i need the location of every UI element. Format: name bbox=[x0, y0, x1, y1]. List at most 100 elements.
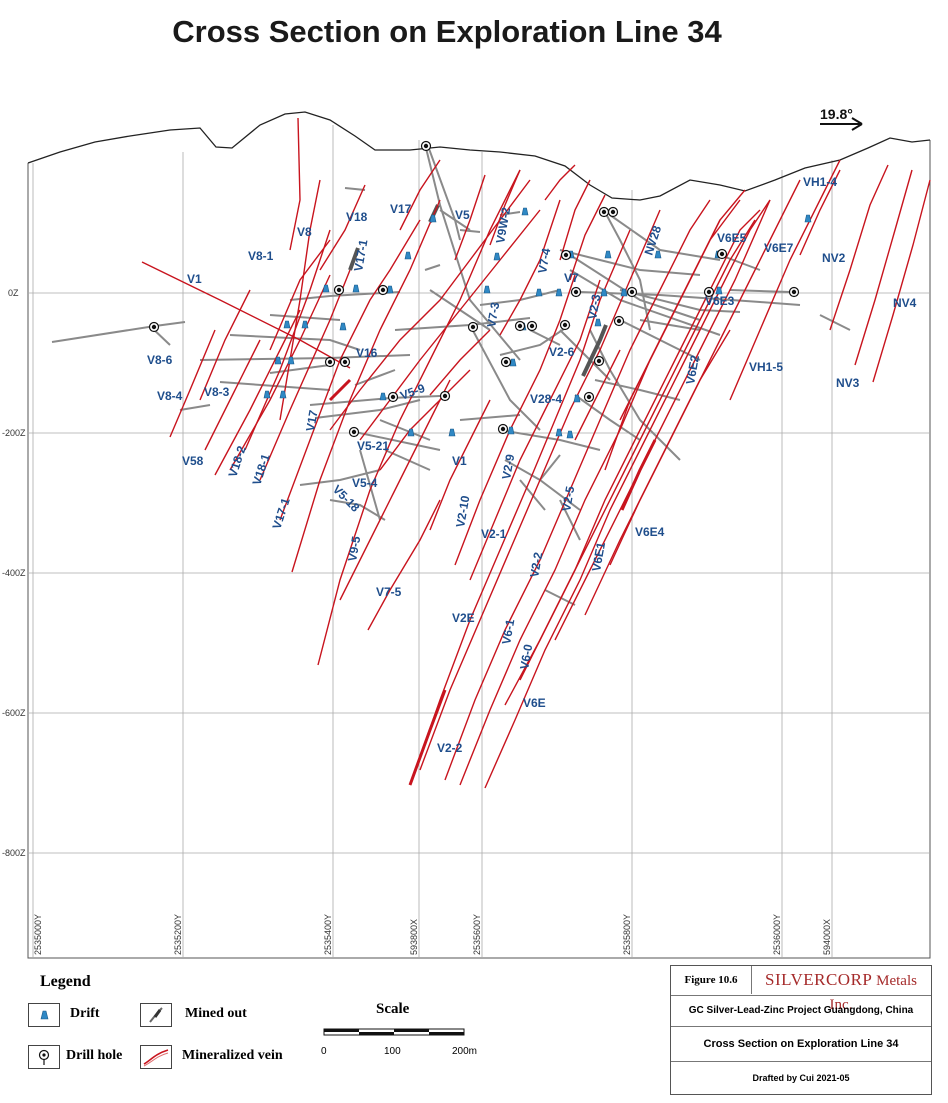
drill-hole-icon bbox=[439, 390, 451, 402]
coordinate-label: 2535200Y bbox=[173, 914, 183, 955]
vein-label: V2-1 bbox=[481, 527, 507, 541]
mineralized-veins-thick bbox=[328, 378, 657, 786]
drift-icon bbox=[654, 250, 662, 259]
vein-label: V17-1 bbox=[270, 496, 293, 531]
vein-label: V5-21 bbox=[357, 439, 389, 453]
figure-number: Figure 10.6 bbox=[671, 966, 752, 994]
drift-icon bbox=[28, 1003, 60, 1027]
coordinate-label: 593800X bbox=[409, 919, 419, 955]
drift-icon bbox=[573, 394, 581, 403]
vein-label: V17-1 bbox=[351, 238, 370, 272]
project-name: GC Silver-Lead-Zinc Project Guangdong, C… bbox=[671, 995, 931, 1026]
drift-icon bbox=[279, 390, 287, 399]
drift-icon bbox=[604, 250, 612, 259]
scale-title: Scale bbox=[376, 1001, 410, 1017]
scale-label: 200m bbox=[452, 1046, 478, 1057]
drill-hole-icon bbox=[497, 423, 509, 435]
drift-markers bbox=[263, 207, 812, 439]
vein-label: NV28 bbox=[642, 224, 665, 257]
drift-icon bbox=[555, 288, 563, 297]
elevation-label: -200Z bbox=[2, 428, 26, 438]
drill-hole-icon bbox=[560, 249, 572, 261]
vein-label: V18 bbox=[346, 210, 368, 224]
vein-label: V58 bbox=[182, 454, 204, 468]
drift-icon bbox=[483, 285, 491, 294]
drift-icon bbox=[301, 320, 309, 329]
drift-icon bbox=[555, 428, 563, 437]
drift-icon bbox=[448, 428, 456, 437]
elevation-label: -400Z bbox=[2, 568, 26, 578]
vein-label: NV3 bbox=[836, 376, 860, 390]
drill-hole-icon bbox=[377, 284, 389, 296]
drill-hole-icon bbox=[716, 248, 728, 260]
azimuth-arrow bbox=[820, 117, 863, 131]
elevation-label: 0Z bbox=[8, 288, 19, 298]
drift-icon bbox=[594, 318, 602, 327]
company-name-main: SILVERCORP bbox=[765, 970, 873, 989]
vein-label: VH1-4 bbox=[803, 175, 837, 189]
drift-icon bbox=[352, 284, 360, 293]
drill-hole-icon bbox=[570, 286, 582, 298]
coordinate-label: 594000X bbox=[822, 919, 832, 955]
vein-label: V6E7 bbox=[764, 241, 794, 255]
drill-hole-icon bbox=[420, 140, 432, 152]
vein-label: V2-5 bbox=[559, 485, 577, 513]
drill-hole-icon bbox=[626, 286, 638, 298]
vein-label: V16 bbox=[356, 346, 378, 360]
drill-hole-icon bbox=[559, 319, 571, 331]
vein-label: V2-2 bbox=[437, 741, 463, 755]
drift-icon bbox=[404, 251, 412, 260]
vein-label: V2-6 bbox=[549, 345, 575, 359]
drill-hole-icon bbox=[583, 391, 595, 403]
drift-icon bbox=[566, 430, 574, 439]
coordinate-label: 2535400Y bbox=[323, 914, 333, 955]
scale-bar bbox=[323, 1028, 465, 1036]
drift-icon bbox=[283, 320, 291, 329]
drift-icon bbox=[386, 285, 394, 294]
drift-icon bbox=[804, 214, 812, 223]
vein-label: V2E bbox=[452, 611, 475, 625]
legend-mined-out-label: Mined out bbox=[185, 1006, 247, 1021]
section-frame bbox=[27, 125, 931, 959]
company-logo: SILVERCORP Metals Inc. bbox=[753, 968, 929, 1013]
legend-title: Legend bbox=[40, 973, 91, 990]
vein-label: V17 bbox=[303, 409, 321, 433]
vein-label: NV2 bbox=[822, 251, 846, 265]
vein-label: V5 bbox=[455, 208, 470, 222]
coordinate-label: 2536000Y bbox=[772, 914, 782, 955]
drill-hole-icon bbox=[333, 284, 345, 296]
drill-holes bbox=[148, 140, 800, 438]
vein-label: V6E4 bbox=[635, 525, 665, 539]
drift-icon bbox=[274, 356, 282, 365]
vein-label: V2-9 bbox=[499, 453, 517, 481]
vein-label: V7-5 bbox=[376, 585, 402, 599]
drill-hole-icon bbox=[598, 206, 610, 218]
elevation-label: -800Z bbox=[2, 848, 26, 858]
vein-label: V2-3 bbox=[585, 293, 603, 321]
topography-line bbox=[27, 111, 931, 201]
vein-label: V2-10 bbox=[453, 494, 472, 528]
drafted-by: Drafted by Cui 2021-05 bbox=[671, 1061, 931, 1094]
vein-label: V28-4 bbox=[530, 392, 562, 406]
vein-label: V8-1 bbox=[248, 249, 274, 263]
vein-label: V6E5 bbox=[717, 231, 747, 245]
figure-title: Cross Section on Exploration Line 34 bbox=[172, 14, 722, 49]
drift-icon bbox=[715, 286, 723, 295]
drift-icon bbox=[620, 288, 628, 297]
drift-icon bbox=[535, 288, 543, 297]
vein-label: V9-5 bbox=[345, 535, 363, 563]
vein-label: V2-2 bbox=[527, 551, 545, 579]
company-name-suffix: Metals Inc. bbox=[829, 973, 917, 1013]
scale-label: 100 bbox=[384, 1046, 401, 1057]
drift-icon bbox=[429, 214, 437, 223]
legend-mineralized-vein-label: Mineralized vein bbox=[182, 1048, 283, 1063]
drill-hole-icon bbox=[703, 286, 715, 298]
drift-icon bbox=[507, 426, 515, 435]
vein-label: V5-4 bbox=[352, 476, 378, 490]
vein-label: V8-6 bbox=[147, 353, 173, 367]
drill-hole-icon bbox=[467, 321, 479, 333]
vein-label: V8 bbox=[297, 225, 312, 239]
vein-label: V1 bbox=[452, 454, 467, 468]
vein-label: V8-4 bbox=[157, 389, 183, 403]
drill-hole-icon bbox=[593, 355, 605, 367]
